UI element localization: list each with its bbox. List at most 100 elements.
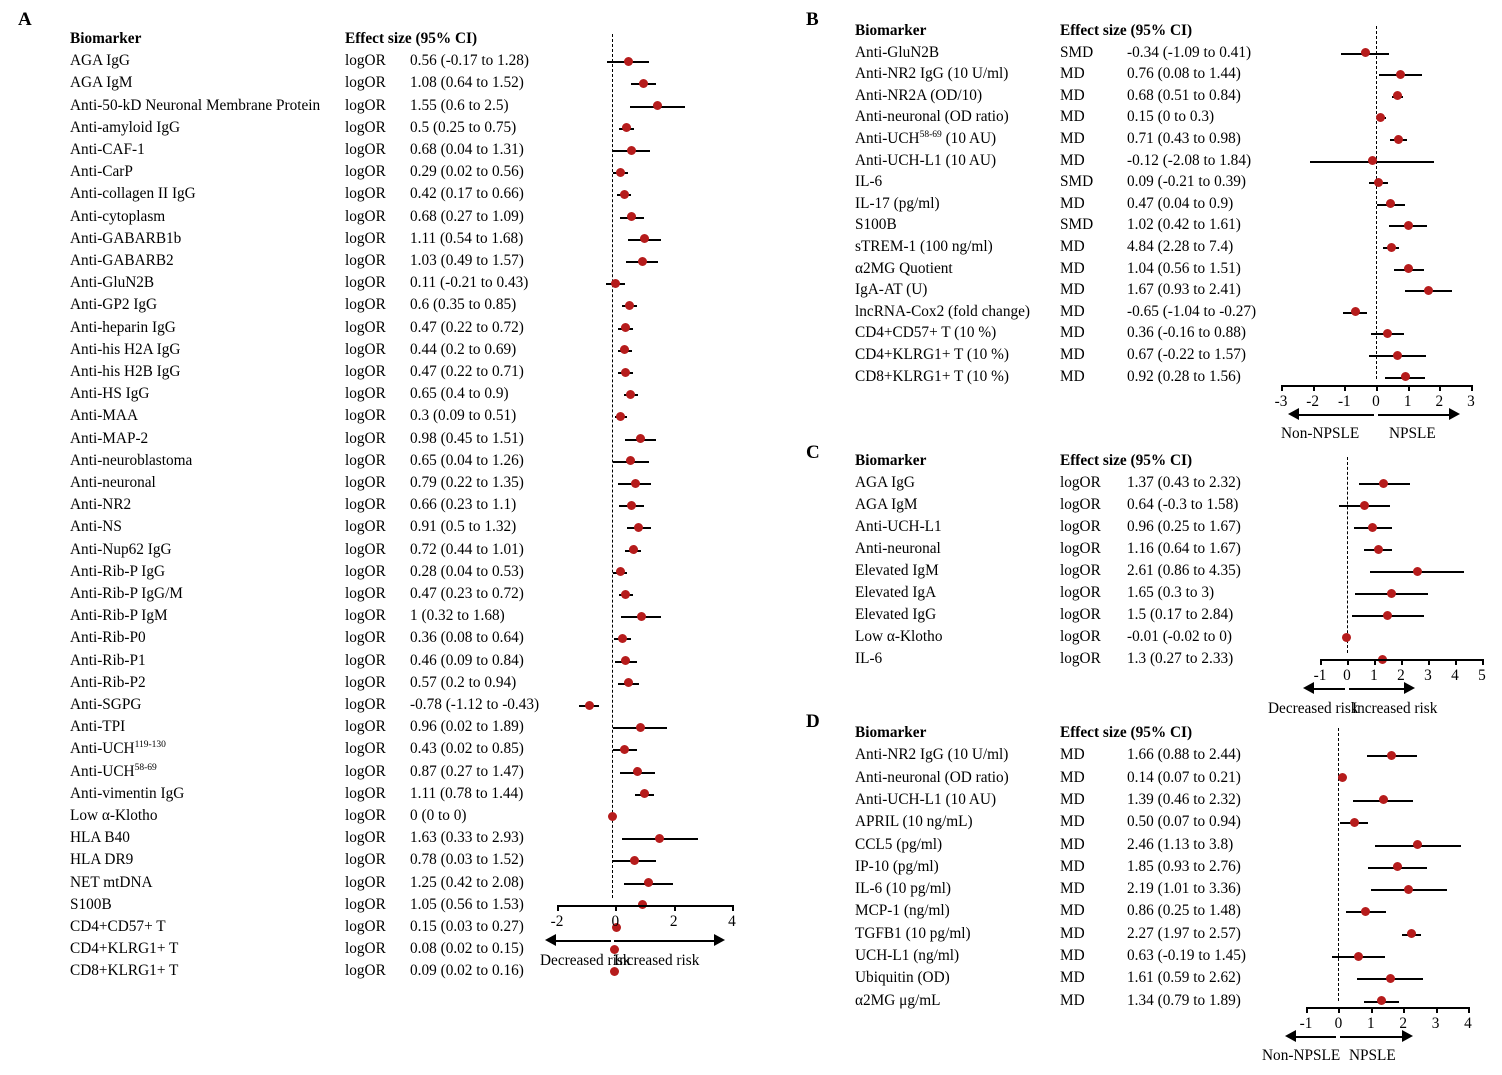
x-axis-tick-label: 2 [1397, 667, 1405, 684]
point-estimate-marker [621, 367, 631, 377]
point-estimate-marker [1379, 478, 1389, 488]
row-metric-label: logOR [1060, 628, 1101, 645]
row-metric-label: logOR [345, 629, 386, 647]
row-effect-value: 1.3 (0.27 to 2.33) [1127, 650, 1234, 667]
point-estimate-marker [1393, 91, 1403, 101]
point-estimate-marker [610, 278, 620, 288]
row-metric-label: logOR [345, 740, 386, 758]
row-biomarker-label: HLA DR9 [70, 851, 134, 869]
row-biomarker-label: Anti-neuronal [70, 474, 156, 491]
row-metric-label: MD [1060, 302, 1085, 320]
direction-arrow-left-head [545, 934, 556, 946]
row-effect-value: -0.34 (-1.09 to 0.41) [1127, 43, 1252, 61]
row-biomarker-label: Anti-neuronal (OD ratio) [855, 768, 1009, 786]
row-biomarker-label: Elevated IgG [855, 606, 937, 623]
row-biomarker-label: Anti-UCH-L1 [855, 518, 942, 535]
row-effect-value: -0.78 (-1.12 to -0.43) [410, 696, 540, 713]
row-biomarker-label: Anti-neuronal [855, 540, 941, 557]
row-biomarker-label: Anti-his H2A IgG [70, 340, 181, 358]
point-estimate-marker [1374, 177, 1384, 187]
row-biomarker-label: Anti-Rib-P IgM [70, 607, 168, 625]
x-axis-tick-label: 5 [1478, 667, 1486, 684]
point-estimate-marker [1376, 996, 1386, 1006]
point-estimate-marker [1395, 69, 1405, 79]
point-estimate-marker [639, 78, 649, 88]
row-biomarker-label: Anti-UCH58-69 (10 AU) [855, 129, 997, 147]
x-axis-tick [1281, 385, 1283, 391]
row-effect-value: 2.46 (1.13 to 3.8) [1127, 835, 1234, 853]
point-estimate-marker [644, 878, 653, 888]
row-metric-label: MD [1060, 194, 1085, 212]
row-biomarker-label: Anti-cytoplasm [70, 207, 166, 225]
direction-label-right: Increased risk [1352, 700, 1438, 717]
point-estimate-marker [639, 234, 649, 244]
row-metric-label: logOR [345, 163, 386, 181]
row-metric-label: logOR [345, 540, 386, 558]
direction-arrow-left-line [556, 940, 611, 942]
row-metric-label: logOR [345, 252, 386, 269]
point-estimate-marker [1394, 134, 1403, 144]
x-axis-tick [1428, 659, 1430, 665]
row-effect-value: 0.09 (0.02 to 0.16) [410, 962, 524, 980]
column-header-biomarker-b: Biomarker [855, 22, 927, 39]
x-axis-tick-label: -2 [1306, 393, 1320, 410]
row-effect-value: 1.03 (0.49 to 1.57) [410, 252, 524, 269]
point-estimate-marker [1353, 951, 1363, 961]
row-effect-value: 0.87 (0.27 to 1.47) [410, 762, 524, 780]
row-biomarker-label: S100B [70, 895, 112, 913]
row-effect-value: 0.78 (0.03 to 1.52) [410, 851, 524, 869]
row-metric-label: logOR [345, 52, 386, 70]
x-axis-tick-label: 1 [1370, 667, 1378, 684]
column-header-effect-b: Effect size (95% CI) [1060, 22, 1193, 39]
row-effect-value: 0.67 (-0.22 to 1.57) [1127, 346, 1246, 363]
row-biomarker-label: AGA IgM [70, 74, 133, 92]
row-effect-value: 1.02 (0.42 to 1.61) [1127, 216, 1241, 234]
point-estimate-marker [1387, 750, 1397, 760]
row-metric-label: logOR [345, 895, 386, 913]
row-metric-label: MD [1060, 281, 1085, 299]
point-estimate-marker [1361, 906, 1371, 916]
x-axis-tick-label: -3 [1274, 393, 1288, 410]
x-axis-tick-label: 2 [1435, 393, 1444, 410]
row-effect-value: 1.61 (0.59 to 2.62) [1127, 969, 1241, 987]
row-biomarker-label: sTREM-1 (100 ng/ml) [855, 238, 993, 255]
x-axis-tick-label: 0 [1334, 1015, 1343, 1032]
zero-reference-line-c [1347, 457, 1348, 653]
point-estimate-marker [652, 101, 662, 111]
row-effect-value: 4.84 (2.28 to 7.4) [1127, 238, 1234, 255]
row-effect-value: 1.11 (0.78 to 1.44) [410, 784, 524, 802]
row-effect-value: 1.5 (0.17 to 2.84) [1127, 606, 1234, 623]
point-estimate-marker [1400, 372, 1410, 382]
direction-arrow-right-head [1404, 682, 1415, 694]
row-biomarker-label: CCL5 (pg/ml) [855, 835, 943, 853]
point-estimate-marker [632, 767, 642, 777]
row-metric-label: MD [1060, 86, 1085, 104]
row-metric-label: logOR [345, 496, 386, 514]
x-axis-tick [557, 905, 559, 911]
row-biomarker-label: Anti-his H2B IgG [70, 363, 181, 380]
row-biomarker-label: Anti-NR2 [70, 496, 132, 514]
row-metric-label: SMD [1060, 173, 1094, 191]
point-estimate-marker [620, 744, 630, 754]
point-estimate-marker [1359, 500, 1369, 510]
point-estimate-marker [1373, 544, 1383, 554]
row-biomarker-label: Anti-GP2 IgG [70, 296, 158, 314]
row-metric-label: logOR [345, 318, 386, 336]
point-estimate-marker [628, 545, 638, 555]
row-biomarker-label: Anti-CAF-1 [70, 141, 145, 158]
row-biomarker-label: α2MG Quotient [855, 259, 953, 277]
row-biomarker-label: TGFB1 (10 pg/ml) [855, 924, 971, 942]
row-biomarker-label: CD8+KLRG1+ T (10 %) [855, 367, 1009, 385]
x-axis-tick-label: 1 [1403, 393, 1412, 410]
point-estimate-marker [1376, 112, 1386, 122]
row-biomarker-label: CD4+KLRG1+ T [70, 940, 179, 958]
row-metric-label: logOR [345, 118, 386, 136]
row-biomarker-label: Anti-heparin IgG [70, 318, 176, 336]
point-estimate-marker [630, 855, 640, 865]
row-metric-label: logOR [345, 651, 386, 669]
point-estimate-marker [1412, 566, 1422, 576]
row-metric-label: logOR [1060, 584, 1101, 601]
row-biomarker-label: AGA IgG [855, 474, 915, 491]
row-biomarker-label: IL-17 (pg/ml) [855, 194, 940, 212]
row-biomarker-label: lncRNA-Cox2 (fold change) [855, 302, 1031, 320]
